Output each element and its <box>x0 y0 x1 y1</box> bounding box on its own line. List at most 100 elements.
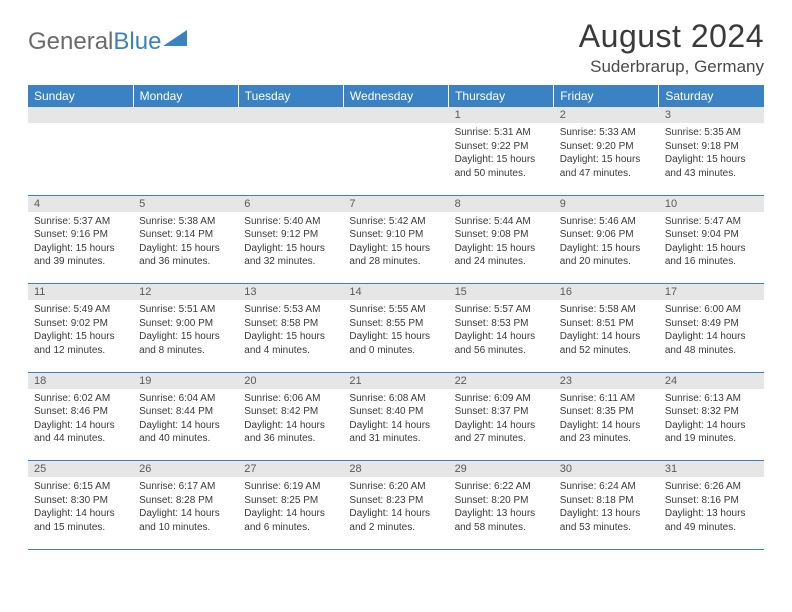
daylight-line: Daylight: 14 hours and 31 minutes. <box>349 419 442 446</box>
day-detail-cell: Sunrise: 6:06 AMSunset: 8:42 PMDaylight:… <box>238 389 343 461</box>
daynum-row: 18192021222324 <box>28 372 764 389</box>
detail-row: Sunrise: 5:49 AMSunset: 9:02 PMDaylight:… <box>28 300 764 372</box>
sunset-line: Sunset: 8:35 PM <box>560 405 653 419</box>
sunset-line: Sunset: 8:46 PM <box>34 405 127 419</box>
sunrise-line: Sunrise: 5:40 AM <box>244 215 337 229</box>
day-number-cell: 6 <box>238 195 343 212</box>
sunrise-line: Sunrise: 5:38 AM <box>139 215 232 229</box>
sunrise-line: Sunrise: 6:09 AM <box>455 392 548 406</box>
day-detail-cell: Sunrise: 5:35 AMSunset: 9:18 PMDaylight:… <box>659 123 764 195</box>
sunrise-line: Sunrise: 6:11 AM <box>560 392 653 406</box>
title-block: August 2024 Suderbrarup, Germany <box>579 18 764 77</box>
sunrise-line: Sunrise: 5:47 AM <box>665 215 758 229</box>
day-detail-cell: Sunrise: 5:46 AMSunset: 9:06 PMDaylight:… <box>554 212 659 284</box>
sunrise-line: Sunrise: 6:13 AM <box>665 392 758 406</box>
day-number-cell: 21 <box>343 372 448 389</box>
sunset-line: Sunset: 8:23 PM <box>349 494 442 508</box>
sunset-line: Sunset: 8:51 PM <box>560 317 653 331</box>
day-number-cell: 23 <box>554 372 659 389</box>
sunrise-line: Sunrise: 6:15 AM <box>34 480 127 494</box>
sunset-line: Sunset: 9:14 PM <box>139 228 232 242</box>
daylight-line: Daylight: 15 hours and 4 minutes. <box>244 330 337 357</box>
daynum-row: 45678910 <box>28 195 764 212</box>
day-number-cell: 24 <box>659 372 764 389</box>
day-detail-cell: Sunrise: 6:13 AMSunset: 8:32 PMDaylight:… <box>659 389 764 461</box>
daylight-line: Daylight: 13 hours and 58 minutes. <box>455 507 548 534</box>
sunrise-line: Sunrise: 6:22 AM <box>455 480 548 494</box>
sunrise-line: Sunrise: 6:19 AM <box>244 480 337 494</box>
daylight-line: Daylight: 15 hours and 50 minutes. <box>455 153 548 180</box>
day-number-cell: 2 <box>554 107 659 123</box>
daylight-line: Daylight: 14 hours and 36 minutes. <box>244 419 337 446</box>
sunrise-line: Sunrise: 6:02 AM <box>34 392 127 406</box>
day-detail-cell: Sunrise: 5:33 AMSunset: 9:20 PMDaylight:… <box>554 123 659 195</box>
day-detail-cell: Sunrise: 5:55 AMSunset: 8:55 PMDaylight:… <box>343 300 448 372</box>
logo-triangle-icon <box>163 28 189 53</box>
day-detail-cell: Sunrise: 5:57 AMSunset: 8:53 PMDaylight:… <box>449 300 554 372</box>
sunrise-line: Sunrise: 5:31 AM <box>455 126 548 140</box>
sunrise-line: Sunrise: 5:35 AM <box>665 126 758 140</box>
day-number-cell: 29 <box>449 461 554 478</box>
daynum-row: 25262728293031 <box>28 461 764 478</box>
detail-row: Sunrise: 5:31 AMSunset: 9:22 PMDaylight:… <box>28 123 764 195</box>
day-detail-cell <box>133 123 238 195</box>
daylight-line: Daylight: 15 hours and 24 minutes. <box>455 242 548 269</box>
daylight-line: Daylight: 14 hours and 56 minutes. <box>455 330 548 357</box>
sunset-line: Sunset: 8:20 PM <box>455 494 548 508</box>
daylight-line: Daylight: 15 hours and 32 minutes. <box>244 242 337 269</box>
daylight-line: Daylight: 14 hours and 40 minutes. <box>139 419 232 446</box>
day-detail-cell: Sunrise: 6:09 AMSunset: 8:37 PMDaylight:… <box>449 389 554 461</box>
day-number-cell: 7 <box>343 195 448 212</box>
day-header: Saturday <box>659 85 764 107</box>
daylight-line: Daylight: 15 hours and 8 minutes. <box>139 330 232 357</box>
day-number-cell: 22 <box>449 372 554 389</box>
day-detail-cell: Sunrise: 6:11 AMSunset: 8:35 PMDaylight:… <box>554 389 659 461</box>
daylight-line: Daylight: 15 hours and 16 minutes. <box>665 242 758 269</box>
day-number-cell: 3 <box>659 107 764 123</box>
day-number-cell: 18 <box>28 372 133 389</box>
daylight-line: Daylight: 14 hours and 44 minutes. <box>34 419 127 446</box>
daylight-line: Daylight: 14 hours and 48 minutes. <box>665 330 758 357</box>
day-header-row: SundayMondayTuesdayWednesdayThursdayFrid… <box>28 85 764 107</box>
logo-text-blue: Blue <box>113 28 161 55</box>
sunset-line: Sunset: 9:20 PM <box>560 140 653 154</box>
day-detail-cell: Sunrise: 6:04 AMSunset: 8:44 PMDaylight:… <box>133 389 238 461</box>
day-detail-cell: Sunrise: 6:17 AMSunset: 8:28 PMDaylight:… <box>133 477 238 549</box>
sunrise-line: Sunrise: 6:20 AM <box>349 480 442 494</box>
day-detail-cell: Sunrise: 5:42 AMSunset: 9:10 PMDaylight:… <box>343 212 448 284</box>
daylight-line: Daylight: 15 hours and 43 minutes. <box>665 153 758 180</box>
sunset-line: Sunset: 9:18 PM <box>665 140 758 154</box>
day-number-cell: 13 <box>238 284 343 301</box>
day-number-cell: 19 <box>133 372 238 389</box>
sunrise-line: Sunrise: 5:55 AM <box>349 303 442 317</box>
day-number-cell: 25 <box>28 461 133 478</box>
sunrise-line: Sunrise: 5:46 AM <box>560 215 653 229</box>
calendar-page: GeneralBlue August 2024 Suderbrarup, Ger… <box>0 0 792 550</box>
daylight-line: Daylight: 14 hours and 2 minutes. <box>349 507 442 534</box>
day-detail-cell: Sunrise: 6:24 AMSunset: 8:18 PMDaylight:… <box>554 477 659 549</box>
day-detail-cell: Sunrise: 6:15 AMSunset: 8:30 PMDaylight:… <box>28 477 133 549</box>
daylight-line: Daylight: 14 hours and 19 minutes. <box>665 419 758 446</box>
day-detail-cell: Sunrise: 5:40 AMSunset: 9:12 PMDaylight:… <box>238 212 343 284</box>
sunset-line: Sunset: 9:10 PM <box>349 228 442 242</box>
sunset-line: Sunset: 9:22 PM <box>455 140 548 154</box>
sunrise-line: Sunrise: 6:06 AM <box>244 392 337 406</box>
detail-row: Sunrise: 6:15 AMSunset: 8:30 PMDaylight:… <box>28 477 764 549</box>
month-title: August 2024 <box>579 18 764 55</box>
sunrise-line: Sunrise: 6:00 AM <box>665 303 758 317</box>
day-number-cell: 10 <box>659 195 764 212</box>
sunrise-line: Sunrise: 5:57 AM <box>455 303 548 317</box>
sunrise-line: Sunrise: 5:33 AM <box>560 126 653 140</box>
day-detail-cell: Sunrise: 6:22 AMSunset: 8:20 PMDaylight:… <box>449 477 554 549</box>
sunset-line: Sunset: 8:16 PM <box>665 494 758 508</box>
day-detail-cell: Sunrise: 5:51 AMSunset: 9:00 PMDaylight:… <box>133 300 238 372</box>
sunset-line: Sunset: 9:16 PM <box>34 228 127 242</box>
logo-text-gray: General <box>28 28 113 55</box>
day-detail-cell <box>238 123 343 195</box>
daylight-line: Daylight: 15 hours and 36 minutes. <box>139 242 232 269</box>
day-number-cell: 8 <box>449 195 554 212</box>
day-number-cell: 30 <box>554 461 659 478</box>
day-detail-cell: Sunrise: 5:38 AMSunset: 9:14 PMDaylight:… <box>133 212 238 284</box>
daylight-line: Daylight: 14 hours and 52 minutes. <box>560 330 653 357</box>
daylight-line: Daylight: 13 hours and 49 minutes. <box>665 507 758 534</box>
